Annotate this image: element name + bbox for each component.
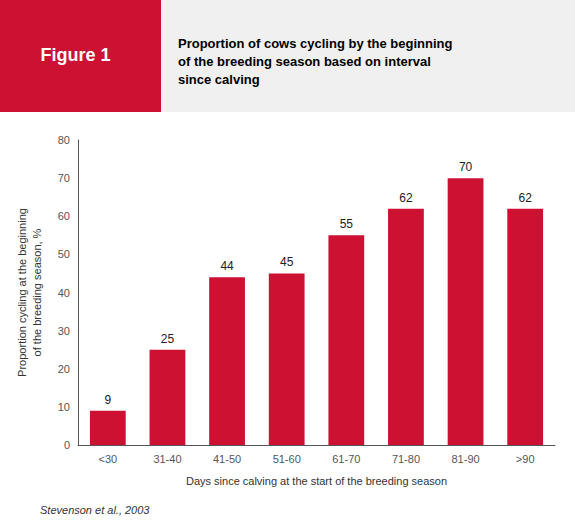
svg-text:80: 80	[58, 134, 70, 146]
svg-text:40: 40	[58, 287, 70, 299]
svg-text:since calving: since calving	[178, 72, 260, 87]
svg-text:62: 62	[519, 191, 533, 205]
svg-text:55: 55	[340, 217, 354, 231]
svg-text:0: 0	[64, 439, 70, 451]
svg-text:41-50: 41-50	[213, 453, 241, 465]
svg-text:70: 70	[459, 160, 473, 174]
svg-text:61-70: 61-70	[332, 453, 360, 465]
svg-text:70: 70	[58, 172, 70, 184]
svg-text:31-40: 31-40	[153, 453, 181, 465]
svg-text:60: 60	[58, 210, 70, 222]
svg-text:81-90: 81-90	[451, 453, 479, 465]
svg-text:Proportion of cows cycling by: Proportion of cows cycling by the beginn…	[178, 36, 453, 51]
svg-text:51-60: 51-60	[273, 453, 301, 465]
svg-text:62: 62	[399, 191, 413, 205]
svg-text:50: 50	[58, 248, 70, 260]
svg-text:45: 45	[280, 255, 294, 269]
svg-text:of the breeding season based o: of the breeding season based on interval	[178, 54, 431, 69]
svg-text:Proportion cycling at the begi: Proportion cycling at the beginning	[16, 208, 28, 377]
svg-text:<30: <30	[98, 453, 117, 465]
svg-text:Stevenson et al., 2003: Stevenson et al., 2003	[40, 504, 150, 516]
svg-text:10: 10	[58, 401, 70, 413]
svg-text:Days since calving at the star: Days since calving at the start of the b…	[186, 475, 447, 487]
svg-text:20: 20	[58, 363, 70, 375]
svg-text:44: 44	[220, 259, 234, 273]
svg-text:25: 25	[161, 332, 175, 346]
svg-text:>90: >90	[516, 453, 535, 465]
svg-text:of the breeding season, %: of the breeding season, %	[31, 228, 43, 356]
svg-text:9: 9	[104, 393, 111, 407]
svg-text:71-80: 71-80	[392, 453, 420, 465]
svg-text:30: 30	[58, 325, 70, 337]
svg-text:Figure 1: Figure 1	[41, 45, 111, 65]
